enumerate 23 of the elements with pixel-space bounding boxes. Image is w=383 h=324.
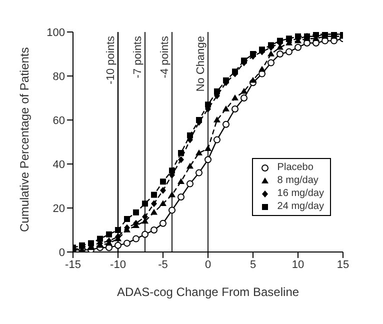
x-tick-label: 0 [204, 258, 212, 271]
y-tick-label: 80 [52, 70, 65, 83]
y-tick-label: 40 [52, 158, 65, 171]
y-tick-label: 0 [58, 246, 65, 259]
legend-label: Placebo [277, 161, 314, 174]
y-axis-title: Cumulative Percentage of Patients [17, 47, 32, 232]
legend-label: 8 mg/day [277, 174, 318, 187]
x-axis-title: ADAS-cog Change From Baseline [116, 285, 300, 299]
x-tick-label: -10 [110, 258, 126, 271]
y-tick-label: 20 [52, 202, 65, 215]
x-tick-label: -5 [158, 258, 168, 271]
ref-line-label: No Change [195, 36, 207, 92]
ref-line-label: -4 points [159, 36, 171, 78]
legend-label: 16 mg/day [277, 187, 324, 200]
x-tick-label: 15 [336, 258, 350, 271]
y-tick-label: 100 [46, 26, 65, 39]
x-tick-label: 5 [250, 258, 256, 271]
y-tick-label: 60 [52, 114, 65, 127]
x-tick-label: 10 [292, 258, 304, 271]
ref-line-label: -7 points [132, 36, 144, 78]
ref-line-label: -10 points [105, 36, 117, 84]
legend-label: 24 mg/day [277, 200, 324, 213]
x-tick-label: -15 [65, 258, 81, 271]
